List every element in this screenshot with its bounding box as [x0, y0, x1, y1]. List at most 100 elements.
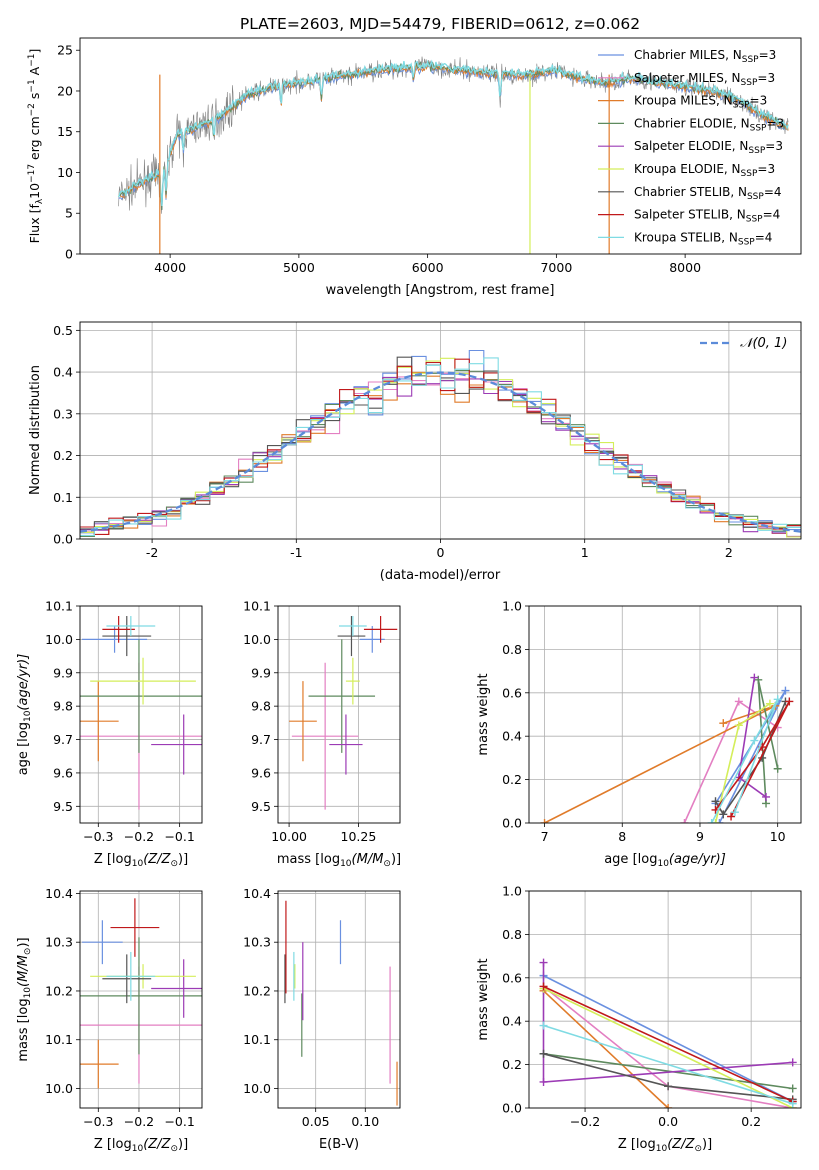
legend-label: Kroupa STELIB, NSSP=4: [634, 230, 772, 247]
errorbar-chabrier-miles: [82, 626, 148, 653]
x-tick-label: 2: [725, 545, 733, 560]
errorbar-salpeter-stelib: [102, 616, 135, 643]
label-part: (Z/Z: [667, 1137, 695, 1152]
label-part: Flux [f: [27, 204, 42, 244]
observed-spectrum: [118, 56, 789, 214]
errorbar-salpeter-stelib: [110, 898, 160, 957]
y-tick-label: 0.2: [502, 772, 522, 787]
data-point: [539, 1021, 548, 1030]
series-kroupa-stelib: [539, 1021, 797, 1108]
legend-label: Chabrier ELODIE, NSSP=3: [634, 116, 784, 133]
data-point: [762, 792, 771, 801]
data-point: [750, 673, 759, 682]
age-vs-z-plot-area: [80, 616, 202, 810]
errorbar-kroupa-stelib: [106, 616, 156, 637]
x-tick-label: −0.2: [124, 1114, 154, 1129]
data-point: [539, 958, 548, 967]
label-part: ⊙: [170, 1144, 178, 1154]
label-part: Chabrier ELODIE, N: [634, 116, 750, 130]
errorbar-kroupa-miles: [80, 681, 119, 762]
x-tick-label: 5000: [283, 260, 315, 275]
x-tick-label: -2: [146, 545, 158, 560]
x-axis-label: E(B-V): [319, 1137, 359, 1152]
label-part: SSP: [746, 215, 763, 225]
spectrum-axes: 4000 5000 6000 7000 8000 0 5 10 15 20 25 wavelength…: [27, 37, 802, 298]
y-tick-label: 0.2: [53, 448, 73, 463]
label-part: =3: [757, 71, 775, 85]
series-kroupa-stelib: [707, 695, 782, 823]
y-tick-label: 0.2: [502, 1057, 522, 1072]
figure-title: PLATE=2603, MJD=54479, FIBERID=0612, z=0…: [240, 15, 640, 33]
y-tick-label: 20: [57, 83, 73, 98]
errorbar-chabrier-stelib: [102, 616, 152, 657]
mass-vs-z-axes: −0.3 −0.2 −0.110.010.110.210.310.4Z [log10…: [16, 886, 203, 1154]
x-tick-label: −0.2: [124, 829, 154, 844]
x-tick-label: 7000: [540, 260, 572, 275]
label-part: λ: [35, 198, 45, 204]
label-part: =4: [763, 208, 781, 222]
label-part: SSP: [733, 101, 750, 111]
legend-label: Salpeter STELIB, NSSP=4: [634, 208, 780, 225]
data-point: [781, 686, 790, 695]
errorbar-chabrier-elodie: [80, 639, 202, 753]
label-part: 10: [656, 1144, 668, 1154]
legend-label: Kroupa MILES, NSSP=3: [634, 94, 767, 111]
x-tick-label: 6000: [412, 260, 444, 275]
y-tick-label: 10.4: [45, 886, 73, 901]
label-part: −1: [27, 54, 37, 67]
label-part: SSP: [738, 237, 755, 247]
data-point: [540, 819, 549, 823]
label-part: =3: [759, 48, 777, 62]
label-part: (age/yr)]: [669, 852, 726, 867]
x-axis-label: Z [log10(Z/Z⊙)]: [94, 1137, 188, 1154]
data-point: [711, 797, 720, 806]
errorbar-kroupa-miles: [289, 681, 317, 762]
x-tick-label: 0.10: [351, 1114, 379, 1129]
data-point: [539, 1077, 548, 1086]
series-line: [714, 701, 791, 817]
series-line: [710, 698, 779, 823]
label-part: age [log: [604, 852, 657, 867]
label-part: 10: [132, 859, 144, 869]
label-part: )]: [178, 1137, 188, 1152]
label-part: Salpeter ELODIE, N: [634, 139, 748, 153]
y-tick-label: 10.4: [243, 886, 271, 901]
label-part: 10: [657, 859, 669, 869]
label-part: )]: [178, 852, 188, 867]
weight-vs-z-axes: −0.2 0.0 0.2 0.0 0.2 0.4 0.6 0.8 1.0 Z [log10(Z/Z…: [476, 884, 802, 1154]
residuals-axes: -2 -1 0 1 2 0.0 0.1 0.2 0.3 0.4 0.5 (data-model)/er…: [28, 321, 802, 583]
data-point: [773, 764, 782, 773]
label-part: A: [27, 66, 42, 79]
y-tick-label: 0.3: [53, 406, 73, 421]
label-part: SSP: [741, 169, 758, 179]
x-tick-label: 0: [437, 545, 445, 560]
y-tick-label: 9.7: [53, 732, 73, 747]
label-part: Salpeter STELIB, N: [634, 208, 746, 222]
x-tick-label: −0.1: [164, 1114, 194, 1129]
data-point: [773, 695, 782, 704]
y-tick-label: 0.1: [53, 490, 73, 505]
label-part: Kroupa MILES, N: [634, 94, 733, 108]
x-tick-label: 0.0: [658, 1114, 678, 1129]
label-part: erg cm: [27, 116, 42, 164]
x-tick-label: −0.3: [83, 829, 113, 844]
label-part: SSP: [747, 192, 764, 202]
axes-frame: [277, 605, 401, 824]
y-tick-label: 0.0: [502, 816, 522, 831]
y-tick-label: 0.6: [502, 685, 522, 700]
data-point: [707, 819, 716, 823]
y-tick-label: 10.1: [243, 599, 271, 614]
label-part: Kroupa ELODIE, N: [634, 162, 741, 176]
data-point: [664, 1082, 673, 1091]
axes-frame: [79, 605, 203, 824]
label-part: mass [log: [16, 998, 31, 1061]
y-tick-label: 0.0: [502, 1101, 522, 1116]
label-part: =3: [766, 116, 784, 130]
label-part: =4: [755, 230, 773, 244]
data-point: [785, 697, 794, 706]
model-spectrum: [117, 59, 789, 207]
y-tick-label: 9.9: [53, 665, 73, 680]
y-tick-label: 9.9: [251, 665, 271, 680]
errorbar-chabrier-miles: [82, 920, 123, 965]
